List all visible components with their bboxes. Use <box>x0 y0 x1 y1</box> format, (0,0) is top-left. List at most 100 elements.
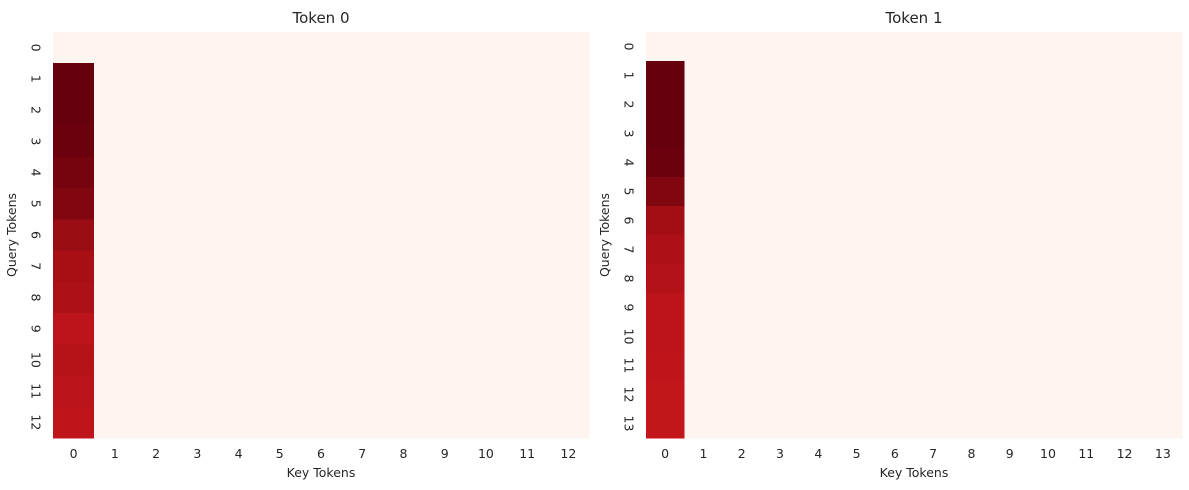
heatmap-cell <box>94 250 137 283</box>
heatmap-cell <box>506 32 549 64</box>
heatmap-cell <box>176 125 219 158</box>
heatmap-cell <box>952 409 992 439</box>
heatmap-cell <box>646 293 685 323</box>
heatmap-cell <box>914 32 953 62</box>
heatmap-cell <box>135 63 178 96</box>
heatmap-cell <box>217 63 260 96</box>
y-tick-label: 10 <box>28 352 43 368</box>
heatmap-cell <box>259 156 301 189</box>
heatmap-cell <box>259 281 301 314</box>
heatmap-cell <box>1067 409 1107 439</box>
heatmap-cell <box>990 380 1030 410</box>
heatmap-cell <box>875 61 915 91</box>
heatmap-cell <box>914 293 953 323</box>
y-tick-label: 9 <box>622 304 637 312</box>
heatmap-cell <box>1028 409 1068 439</box>
y-tick-label: 0 <box>29 44 44 52</box>
heatmap-panel-0: Token 00 1 2 3 4 5 6 7 8 9 10 11 120123456789101112K… <box>4 9 590 480</box>
heatmap-cell <box>217 219 260 252</box>
heatmap-cell <box>952 177 992 207</box>
heatmap-cell <box>94 188 137 220</box>
heatmap-cell <box>799 380 839 410</box>
x-tick-label: 12 <box>1117 446 1133 461</box>
heatmap-cell <box>506 250 549 283</box>
heatmap-cell <box>424 94 466 127</box>
heatmap-cell <box>300 32 343 64</box>
heatmap-cell <box>259 313 301 345</box>
heatmap-cell <box>990 322 1030 352</box>
heatmap-cell <box>341 344 384 377</box>
heatmap-cell <box>506 406 549 439</box>
heatmap-cell <box>760 61 800 91</box>
heatmap-cell <box>94 344 137 377</box>
heatmap-cell <box>1143 90 1183 120</box>
heatmap-cell <box>1143 264 1183 294</box>
heatmap-cell <box>722 32 762 62</box>
heatmap-cell <box>875 148 915 178</box>
heatmap-cell <box>382 188 425 220</box>
heatmap-cell <box>1028 206 1068 236</box>
heatmap-cell <box>53 281 95 314</box>
heatmap-cell <box>382 94 425 127</box>
heatmap-cell <box>135 156 178 189</box>
heatmap-cell <box>952 90 992 120</box>
heatmap-cell <box>341 250 384 283</box>
y-tick-label: 3 <box>29 137 44 145</box>
heatmap-cell <box>875 119 915 149</box>
heatmap-cell <box>684 264 724 294</box>
heatmap-cell <box>506 156 549 189</box>
heatmap-cell <box>1105 90 1145 120</box>
heatmap-cell <box>1067 32 1107 62</box>
heatmap-cell <box>799 90 839 120</box>
heatmap-cell <box>952 380 992 410</box>
heatmap-cell <box>217 250 260 283</box>
heatmap-cell <box>1067 61 1107 91</box>
y-tick-label: 8 <box>622 275 637 283</box>
heatmap-cell <box>1028 235 1068 265</box>
heatmap-cell <box>506 63 549 96</box>
heatmap-cell <box>760 90 800 120</box>
y-tick-label: 5 <box>29 200 44 208</box>
heatmap-cell <box>506 94 549 127</box>
heatmap-cell <box>914 351 953 381</box>
x-tick-label: 4 <box>235 446 243 461</box>
x-tick-label: 4 <box>814 446 822 461</box>
heatmap-cell <box>53 63 95 96</box>
heatmap-cell <box>341 406 384 439</box>
heatmap-cell <box>1028 61 1068 91</box>
heatmap-cell <box>53 250 95 283</box>
heatmap-cell <box>547 375 590 408</box>
heatmap-cell <box>914 61 953 91</box>
heatmap-cell <box>684 380 724 410</box>
heatmap-cell <box>799 61 839 91</box>
heatmap-cell <box>1028 90 1068 120</box>
heatmap-cell <box>424 125 466 158</box>
heatmap-cell <box>94 406 137 439</box>
heatmap-cell <box>300 63 343 96</box>
heatmap-cell <box>952 148 992 178</box>
heatmap-cell <box>990 206 1030 236</box>
heatmap-cell <box>547 313 590 345</box>
heatmap-cell <box>914 235 953 265</box>
y-tick-label: 12 <box>622 387 637 403</box>
heatmap-cell <box>952 206 992 236</box>
heatmap-cell <box>259 94 301 127</box>
y-tick-label: 4 <box>29 169 44 177</box>
heatmap-cell <box>135 375 178 408</box>
heatmap-cell <box>53 375 95 408</box>
heatmap-cell <box>465 219 508 252</box>
heatmap-cell <box>382 344 425 377</box>
heatmap-cell <box>135 125 178 158</box>
heatmap-cell <box>176 250 219 283</box>
heatmap-cell <box>424 406 466 439</box>
heatmap-cell <box>300 281 343 314</box>
heatmap-cell <box>1105 293 1145 323</box>
heatmap-cell <box>837 119 877 149</box>
heatmap-cell <box>990 409 1030 439</box>
x-tick-label: 8 <box>967 446 975 461</box>
heatmap-cell <box>382 375 425 408</box>
heatmap-cell <box>684 409 724 439</box>
heatmap-cell <box>176 94 219 127</box>
heatmap-cell <box>684 61 724 91</box>
heatmap-cell <box>341 313 384 345</box>
